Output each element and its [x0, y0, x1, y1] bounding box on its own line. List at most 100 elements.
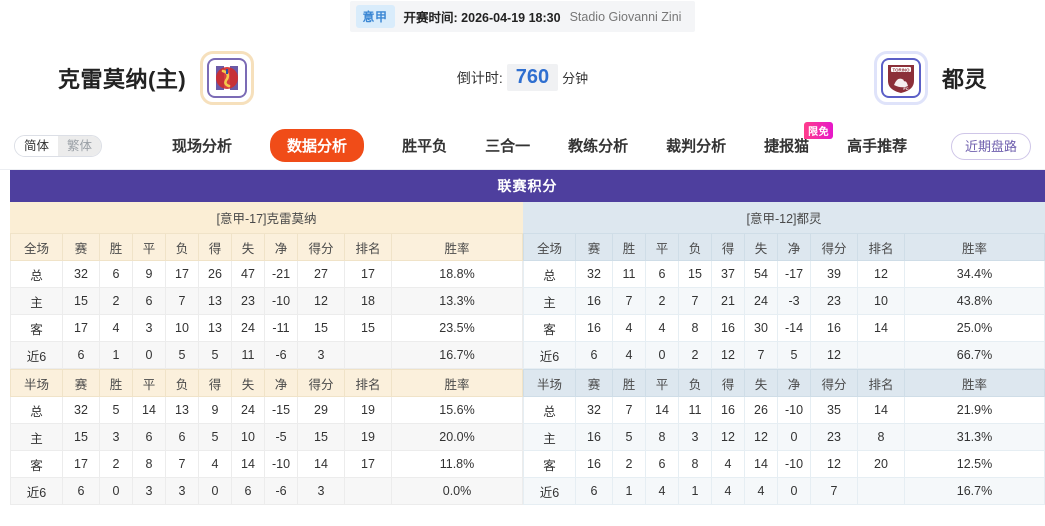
cell-胜: 5: [99, 396, 133, 424]
lang-traditional[interactable]: 繁体: [58, 135, 102, 156]
cell-净: -21: [264, 260, 298, 288]
lang-simplified[interactable]: 简体: [15, 135, 59, 156]
cell-排名: 14: [857, 396, 905, 424]
table-row: 主 16 7 2 7 21 24 -3 23 10 43.8%: [523, 287, 1045, 315]
cell-胜: 4: [99, 314, 133, 342]
cell-失: 14: [231, 450, 265, 478]
recent-odds-button[interactable]: 近期盘路: [950, 132, 1031, 160]
cell-得分: 39: [810, 260, 858, 288]
nav-item-7[interactable]: 高手推荐: [847, 135, 907, 156]
nav-item-3[interactable]: 三合一: [485, 135, 530, 156]
home-full-table: 全场赛胜平负得失净得分 排名 胜率总 32 6 9 17 26 47 -21 27 17 18.8% 主 1…: [10, 233, 523, 369]
col-header-3: 平: [132, 369, 166, 397]
cell-得: 21: [711, 287, 745, 315]
cell-得分: 3: [297, 341, 345, 369]
cell-平: 6: [132, 423, 166, 451]
cell-净: -17: [777, 260, 811, 288]
cell-得: 4: [711, 450, 745, 478]
cell-排名: 17: [344, 260, 392, 288]
table-row: 客 17 4 3 10 13 24 -11 15 15 23.5%: [10, 314, 523, 342]
home-standings-panel: [意甲-17]克雷莫纳 全场赛胜平负得失净得分 排名 胜率总 32 6 9 17 26 47 -2…: [10, 202, 523, 505]
free-badge: 限免: [804, 122, 834, 139]
cell-得分: 15: [297, 314, 345, 342]
cell-胜率: 23.5%: [391, 314, 523, 342]
cell-胜率: 25.0%: [904, 314, 1045, 342]
cell-净: 0: [777, 477, 811, 505]
col-header-9: 排名: [344, 233, 392, 261]
col-header-6: 失: [231, 233, 265, 261]
nav-item-label: 胜平负: [402, 138, 448, 155]
col-header-6: 失: [744, 233, 778, 261]
cell-胜: 2: [99, 450, 133, 478]
cell-净: 0: [777, 423, 811, 451]
nav-item-2[interactable]: 胜平负: [402, 135, 447, 156]
cell-排名: 18: [344, 287, 392, 315]
cell-胜: 0: [99, 477, 133, 505]
cell-排名: [857, 477, 905, 505]
row-label: 总: [10, 396, 63, 424]
col-header-7: 净: [264, 233, 298, 261]
svg-text:FC: FC: [903, 86, 908, 91]
row-label: 客: [523, 450, 576, 478]
cell-平: 6: [645, 450, 679, 478]
cell-排名: [344, 477, 392, 505]
cell-得分: 23: [810, 423, 858, 451]
cell-胜率: 66.7%: [904, 341, 1045, 369]
cell-得: 12: [711, 341, 745, 369]
cell-得分: 35: [810, 396, 858, 424]
cell-平: 3: [132, 477, 166, 505]
cell-赛: 32: [575, 260, 613, 288]
cell-失: 26: [744, 396, 778, 424]
nav-item-1[interactable]: 数据分析: [270, 129, 365, 162]
cell-排名: 20: [857, 450, 905, 478]
cell-失: 7: [744, 341, 778, 369]
cell-净: -6: [264, 341, 298, 369]
table-header-row: 半场赛胜平负得失净得分 排名 胜率: [523, 369, 1045, 397]
nav-item-5[interactable]: 裁判分析: [666, 135, 726, 156]
cell-胜率: 12.5%: [904, 450, 1045, 478]
col-header-9: 排名: [344, 369, 392, 397]
table-row: 客 16 4 4 8 16 30 -14 16 14 25.0%: [523, 314, 1045, 342]
cell-负: 7: [165, 287, 199, 315]
league-badge[interactable]: 意甲: [355, 5, 395, 28]
cell-胜: 4: [612, 314, 646, 342]
col-header-8: 得分: [810, 233, 858, 261]
col-header-5: 得: [198, 233, 232, 261]
table-row: 近6 6 1 4 1 4 4 0 7 16.7%: [523, 477, 1045, 505]
col-header-4: 负: [678, 369, 712, 397]
cell-排名: 12: [857, 260, 905, 288]
cell-平: 14: [645, 396, 679, 424]
table-row: 近6 6 1 0 5 5 11 -6 3 16.7%: [10, 341, 523, 369]
language-toggle[interactable]: 简体 繁体: [14, 134, 103, 157]
home-team-name: 克雷莫纳(主): [58, 66, 187, 92]
col-header-0: 全场: [523, 233, 576, 261]
row-label: 客: [523, 314, 576, 342]
cell-赛: 6: [575, 341, 613, 369]
cell-失: 47: [231, 260, 265, 288]
row-label: 近6: [523, 341, 576, 369]
nav-item-0[interactable]: 现场分析: [172, 135, 232, 156]
col-header-10: 胜率: [904, 369, 1045, 397]
cell-胜率: 34.4%: [904, 260, 1045, 288]
cell-失: 30: [744, 314, 778, 342]
col-header-10: 胜率: [904, 233, 1045, 261]
col-header-4: 负: [165, 369, 199, 397]
cell-赛: 15: [62, 287, 100, 315]
row-label: 近6: [10, 341, 63, 369]
cell-失: 23: [231, 287, 265, 315]
cell-胜率: 18.8%: [391, 260, 523, 288]
cell-得分: 27: [297, 260, 345, 288]
col-header-9: 排名: [857, 369, 905, 397]
cell-得: 0: [198, 477, 232, 505]
teams-header: 克雷莫纳(主) 倒计时: 760 分钟: [0, 33, 1045, 122]
table-row: 客 16 2 6 8 4 14 -10 12 20 12.5%: [523, 450, 1045, 478]
nav-item-6[interactable]: 捷报猫 限免: [764, 122, 834, 156]
cell-负: 10: [165, 314, 199, 342]
table-row: 总 32 7 14 11 16 26 -10 35 14 21.9%: [523, 396, 1045, 424]
cell-得: 13: [198, 314, 232, 342]
home-team[interactable]: 克雷莫纳(主): [58, 50, 255, 105]
nav-item-4[interactable]: 教练分析: [568, 135, 628, 156]
away-team[interactable]: TORINO FC 都灵: [873, 50, 987, 105]
col-header-2: 胜: [99, 369, 133, 397]
countdown: 倒计时: 760 分钟: [0, 64, 1045, 91]
